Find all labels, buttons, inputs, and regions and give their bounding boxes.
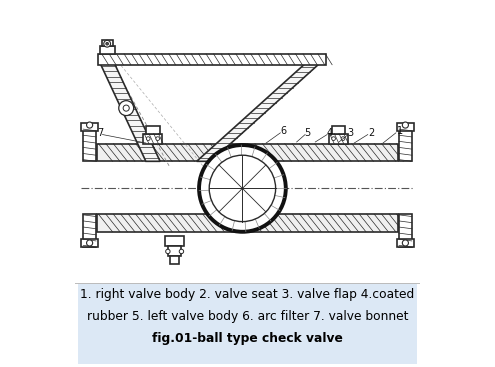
Text: 7: 7 (97, 128, 103, 138)
Circle shape (87, 240, 93, 246)
Text: 1. right valve body 2. valve seat 3. valve flap 4.coated: 1. right valve body 2. valve seat 3. val… (80, 288, 415, 301)
Circle shape (119, 101, 134, 116)
Bar (78, 283, 417, 364)
Bar (83, 214, 96, 247)
Bar (97, 144, 398, 161)
Circle shape (156, 137, 159, 141)
Text: 1: 1 (397, 126, 403, 136)
Circle shape (179, 249, 184, 254)
Bar (83, 128, 96, 161)
Bar (329, 134, 348, 144)
Bar (99, 47, 115, 54)
Bar (144, 134, 162, 144)
Circle shape (104, 40, 110, 47)
Circle shape (166, 249, 170, 254)
Circle shape (87, 122, 93, 128)
Bar (82, 239, 98, 247)
Bar (82, 123, 98, 131)
Text: 4: 4 (326, 128, 333, 138)
Circle shape (123, 105, 129, 111)
Text: rubber 5. left valve body 6. arc filter 7. valve bonnet: rubber 5. left valve body 6. arc filter … (87, 310, 408, 323)
Circle shape (402, 240, 408, 246)
Circle shape (199, 145, 286, 232)
Text: fig.01-ball type check valve: fig.01-ball type check valve (152, 332, 343, 345)
Circle shape (402, 122, 408, 128)
Circle shape (332, 137, 336, 141)
Bar (102, 40, 112, 47)
Bar (168, 246, 182, 256)
Bar (146, 126, 160, 134)
Circle shape (147, 137, 150, 141)
Bar (397, 239, 413, 247)
Text: 2: 2 (368, 128, 374, 138)
Circle shape (341, 137, 345, 141)
Bar (170, 256, 179, 264)
Bar (332, 126, 345, 134)
Bar (99, 54, 326, 65)
Text: 3: 3 (348, 128, 354, 138)
Circle shape (209, 155, 276, 222)
Bar (399, 128, 412, 161)
Bar (397, 123, 413, 131)
Text: 5: 5 (305, 128, 311, 138)
Text: 6: 6 (280, 126, 286, 136)
Polygon shape (197, 59, 324, 161)
Bar (97, 214, 398, 232)
Polygon shape (100, 63, 160, 161)
Bar (399, 214, 412, 247)
Circle shape (106, 42, 108, 45)
Bar (165, 236, 184, 246)
